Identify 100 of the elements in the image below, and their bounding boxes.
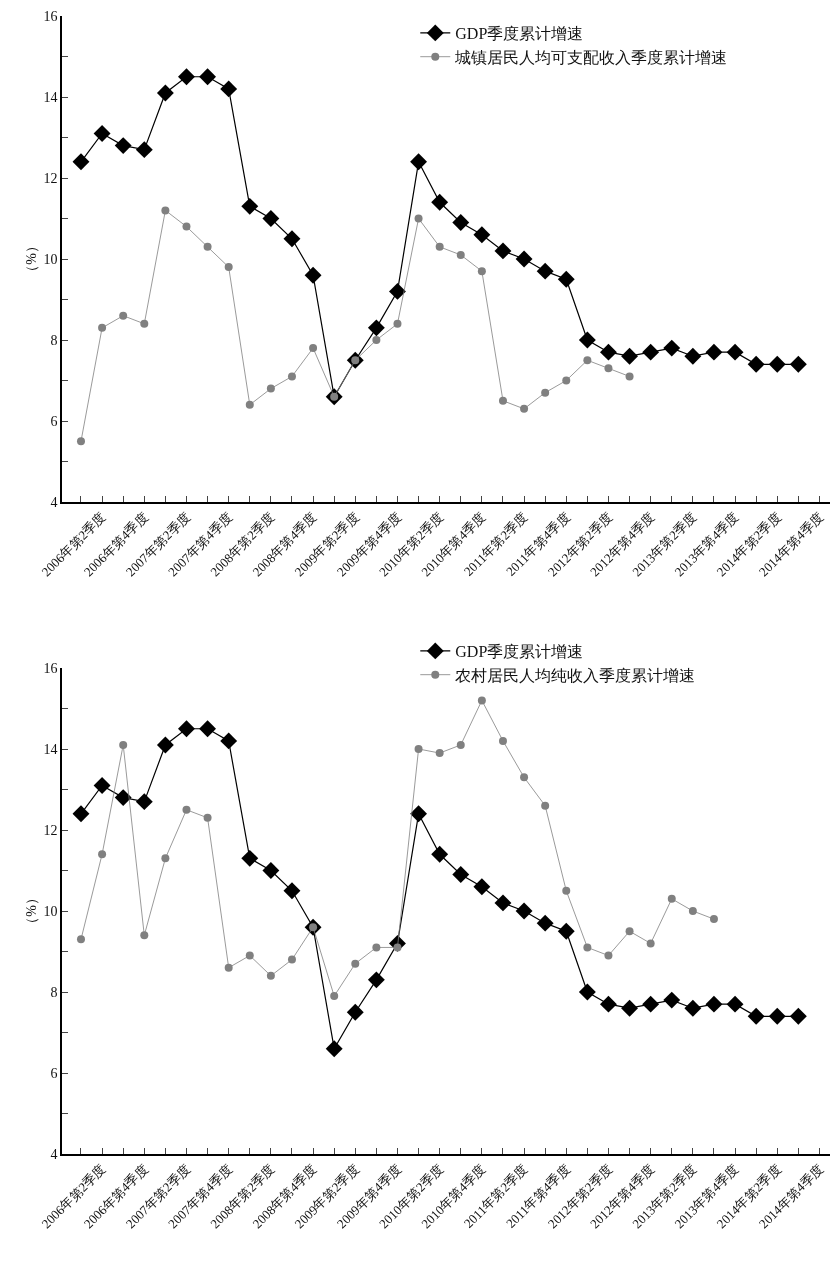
point xyxy=(262,862,280,879)
point xyxy=(140,931,149,940)
point xyxy=(76,935,85,944)
legend-label: GDP季度累计增速 xyxy=(455,643,584,661)
y-axis-title: （%） xyxy=(23,891,39,931)
point xyxy=(224,963,233,972)
point xyxy=(456,740,465,749)
y-tick-label: 14 xyxy=(43,89,58,105)
point xyxy=(747,1007,765,1025)
point xyxy=(498,396,507,405)
point xyxy=(435,242,444,251)
point xyxy=(578,983,596,1001)
point xyxy=(557,922,575,940)
point xyxy=(203,813,212,822)
point xyxy=(583,356,592,365)
y-axis-title: （%） xyxy=(23,239,39,279)
point xyxy=(684,999,702,1017)
point xyxy=(473,878,491,896)
point xyxy=(726,995,744,1013)
point xyxy=(283,882,301,900)
point xyxy=(667,894,676,903)
point xyxy=(93,777,111,794)
point xyxy=(646,939,655,948)
point xyxy=(578,331,596,349)
point xyxy=(156,736,174,754)
point xyxy=(768,355,786,373)
point xyxy=(726,343,744,361)
point xyxy=(477,267,486,276)
point xyxy=(178,68,195,86)
point xyxy=(583,943,592,952)
point xyxy=(562,376,571,385)
point xyxy=(768,1007,786,1025)
point xyxy=(709,915,718,924)
y-tick-label: 4 xyxy=(50,1146,58,1162)
y-tick-label: 16 xyxy=(43,660,58,676)
point xyxy=(688,907,697,915)
point xyxy=(98,850,107,859)
y-tick-label: 14 xyxy=(43,741,58,757)
point xyxy=(245,400,254,409)
point xyxy=(435,749,444,758)
point xyxy=(410,805,428,823)
point xyxy=(178,720,195,738)
point xyxy=(76,437,85,446)
point xyxy=(220,80,238,98)
point xyxy=(372,943,381,952)
point xyxy=(161,206,170,215)
point xyxy=(789,1007,807,1025)
point xyxy=(625,372,634,381)
point xyxy=(747,355,765,373)
y-tick-label: 12 xyxy=(43,170,58,186)
point xyxy=(541,388,550,397)
point xyxy=(562,886,571,895)
point xyxy=(410,153,428,171)
point xyxy=(520,773,529,782)
point xyxy=(98,323,107,332)
point xyxy=(477,696,486,705)
point xyxy=(520,404,529,413)
point xyxy=(515,902,533,920)
legend-label: 农村居民人均纯收入季度累计增速 xyxy=(455,666,696,684)
point xyxy=(241,197,259,215)
point xyxy=(140,319,149,328)
point xyxy=(456,250,465,259)
point xyxy=(557,270,575,288)
point xyxy=(325,1040,343,1058)
point xyxy=(72,805,90,823)
point xyxy=(536,262,554,280)
point xyxy=(283,230,301,248)
point xyxy=(156,84,174,102)
point xyxy=(600,995,617,1013)
point xyxy=(621,347,639,365)
y-tick-label: 8 xyxy=(50,332,58,348)
point xyxy=(119,311,128,320)
point xyxy=(114,789,132,807)
point xyxy=(372,336,381,344)
y-tick-label: 6 xyxy=(50,413,58,429)
point xyxy=(93,125,111,142)
point xyxy=(494,242,512,260)
point xyxy=(705,343,723,361)
point xyxy=(621,999,639,1017)
point xyxy=(182,805,191,814)
point xyxy=(642,995,660,1013)
point xyxy=(203,242,212,251)
point xyxy=(498,736,507,745)
point xyxy=(705,995,723,1013)
point xyxy=(600,343,617,361)
point xyxy=(135,793,153,811)
point xyxy=(541,801,550,810)
point xyxy=(262,210,280,227)
point xyxy=(182,222,191,231)
point xyxy=(304,266,322,284)
point xyxy=(663,991,681,1009)
point xyxy=(161,854,170,863)
point xyxy=(515,250,533,268)
point xyxy=(287,372,296,381)
point xyxy=(119,740,128,749)
point xyxy=(199,720,217,738)
point xyxy=(199,68,217,86)
point xyxy=(789,355,807,373)
point xyxy=(241,849,259,867)
y-tick-label: 12 xyxy=(43,822,58,838)
